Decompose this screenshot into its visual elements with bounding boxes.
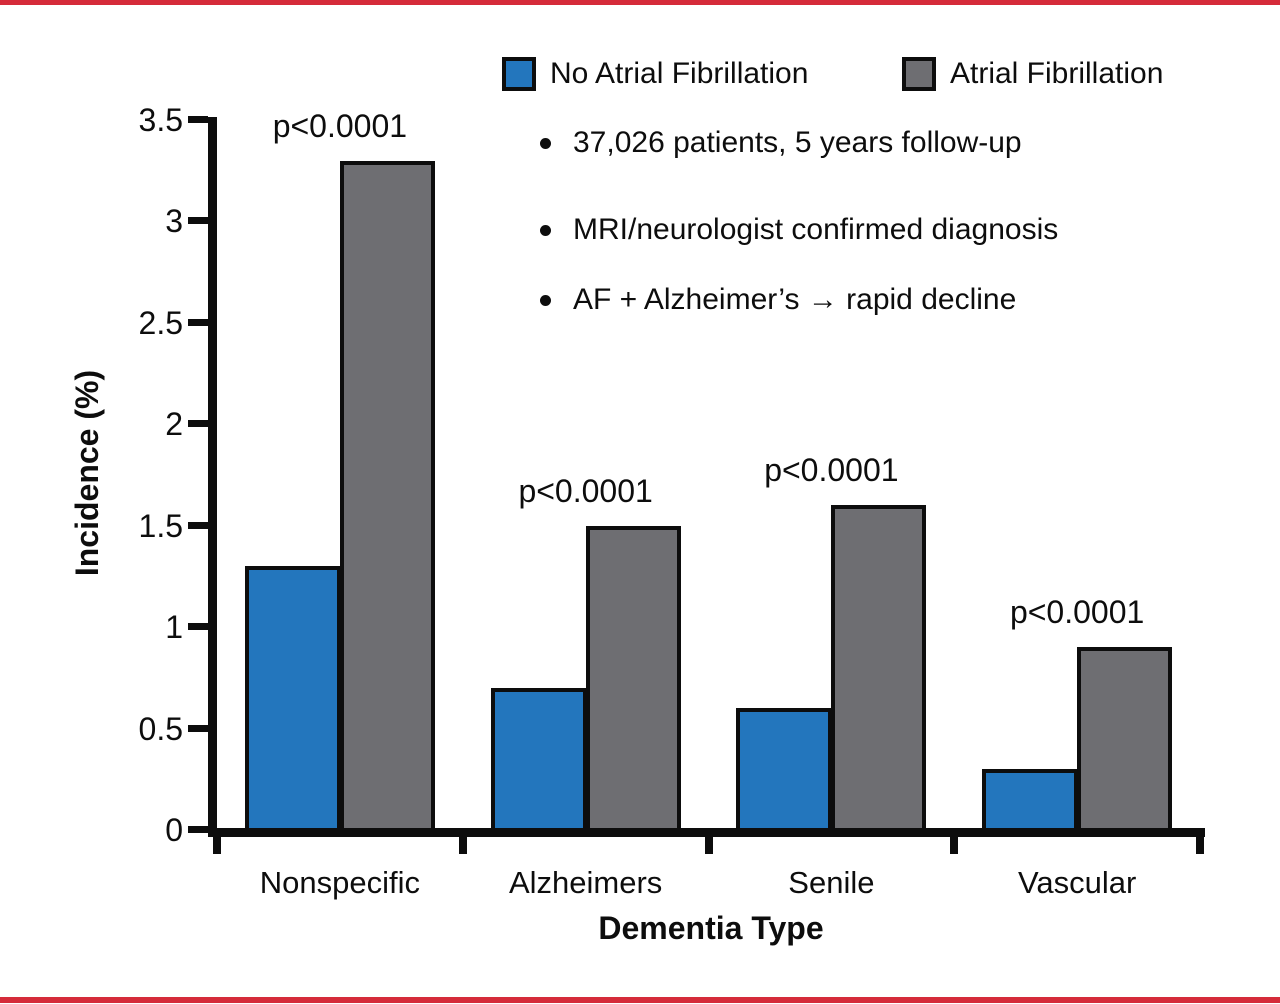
y-axis-tick <box>188 115 208 123</box>
y-axis-line <box>208 117 217 837</box>
y-axis-tick <box>188 318 208 326</box>
p-value-label-alzheimers: p<0.0001 <box>518 472 653 509</box>
x-axis-category-label-nonspecific: Nonspecific <box>259 865 420 900</box>
legend-item-af: Atrial Fibrillation <box>902 55 1163 92</box>
x-axis-tick <box>213 837 221 854</box>
note-patients: 37,026 patients, 5 years follow-up <box>540 126 1022 160</box>
bar-atrial-fibrillation-senile <box>831 505 927 832</box>
y-axis-tick <box>188 724 208 732</box>
x-axis-tick <box>458 837 467 854</box>
note-diagnosis: MRI/neurologist confirmed diagnosis <box>540 213 1058 247</box>
note-text: 37,026 patients, 5 years follow-up <box>573 126 1022 159</box>
y-axis-tick-label: 0 <box>165 812 183 848</box>
x-axis-tick <box>704 837 713 854</box>
y-axis-title: Incidence (%) <box>69 369 105 577</box>
y-axis-tick-label: 3.5 <box>138 101 183 138</box>
bar-atrial-fibrillation-alzheimers <box>585 525 681 832</box>
legend-swatch-af <box>902 56 936 91</box>
y-axis-tick-label: 1.5 <box>138 507 183 544</box>
x-axis-tick <box>950 837 959 854</box>
y-axis-tick <box>188 217 208 225</box>
legend-label-af: Atrial Fibrillation <box>950 56 1164 90</box>
bullet-icon <box>540 294 551 306</box>
bar-no-atrial-fibrillation-senile <box>736 708 833 832</box>
y-axis-tick-label: 1 <box>165 609 183 646</box>
x-axis-title: Dementia Type <box>598 910 824 946</box>
note-text: MRI/neurologist confirmed diagnosis <box>573 213 1059 246</box>
y-axis-tick <box>188 521 208 529</box>
x-axis-line <box>208 828 1205 837</box>
top-red-border <box>0 0 1280 5</box>
p-value-label-nonspecific: p<0.0001 <box>272 107 408 144</box>
legend-label-no-af: No Atrial Fibrillation <box>550 56 809 90</box>
p-value-label-senile: p<0.0001 <box>764 452 899 489</box>
p-value-label-vascular: p<0.0001 <box>1009 594 1145 631</box>
y-axis-tick-label: 3 <box>165 203 183 240</box>
bottom-red-border <box>0 997 1280 1003</box>
bar-no-atrial-fibrillation-vascular <box>982 769 1079 832</box>
bar-atrial-fibrillation-nonspecific <box>339 160 435 832</box>
y-axis-tick-label: 2 <box>165 406 183 443</box>
y-axis-tick <box>188 420 208 428</box>
legend-item-no-af: No Atrial Fibrillation <box>502 55 808 92</box>
x-axis-tick <box>1196 837 1204 854</box>
bullet-icon <box>540 137 551 149</box>
bar-atrial-fibrillation-vascular <box>1077 647 1173 832</box>
y-axis-tick-label: 2.5 <box>138 304 183 341</box>
legend-swatch-no-af <box>502 56 536 91</box>
bar-no-atrial-fibrillation-nonspecific <box>244 566 341 832</box>
y-axis-tick-label: 0.5 <box>138 710 183 747</box>
note-decline: AF + Alzheimer’s → rapid decline <box>540 283 1016 317</box>
y-axis-tick <box>188 623 208 631</box>
x-axis-category-label-senile: Senile <box>788 865 875 900</box>
bullet-icon <box>540 224 551 236</box>
y-axis-tick <box>188 826 208 833</box>
x-axis-category-label-vascular: Vascular <box>1017 865 1137 900</box>
note-text: AF + Alzheimer’s → rapid decline <box>573 283 1017 316</box>
bar-no-atrial-fibrillation-alzheimers <box>490 687 587 832</box>
x-axis-category-label-alzheimers: Alzheimers <box>508 865 663 900</box>
